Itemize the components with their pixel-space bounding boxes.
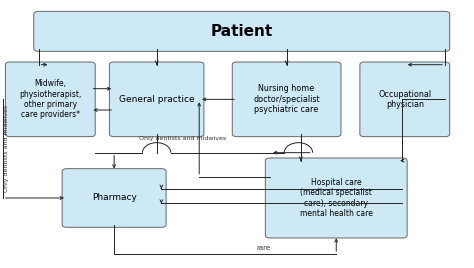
Text: Midwife,
physiotherapist,
other primary
care providers*: Midwife, physiotherapist, other primary …: [19, 79, 82, 120]
Text: rare: rare: [256, 245, 270, 251]
Text: Only dentists and midwives: Only dentists and midwives: [4, 105, 9, 192]
Text: General practice: General practice: [119, 95, 194, 104]
FancyBboxPatch shape: [62, 169, 166, 227]
FancyBboxPatch shape: [5, 62, 95, 137]
FancyBboxPatch shape: [232, 62, 341, 137]
FancyBboxPatch shape: [109, 62, 204, 137]
FancyBboxPatch shape: [34, 11, 450, 51]
FancyBboxPatch shape: [360, 62, 450, 137]
Text: Patient: Patient: [210, 24, 273, 39]
Text: Occupational
physician: Occupational physician: [378, 90, 431, 109]
Text: Nursing home
doctor/specialist
psychiatric care: Nursing home doctor/specialist psychiatr…: [253, 84, 320, 114]
FancyBboxPatch shape: [265, 158, 407, 238]
Text: Pharmacy: Pharmacy: [91, 193, 137, 203]
Text: Hospital care
(medical specialist
care), secondary
mental health care: Hospital care (medical specialist care),…: [300, 178, 373, 218]
Text: Only dentists and midwives: Only dentists and midwives: [139, 136, 226, 142]
